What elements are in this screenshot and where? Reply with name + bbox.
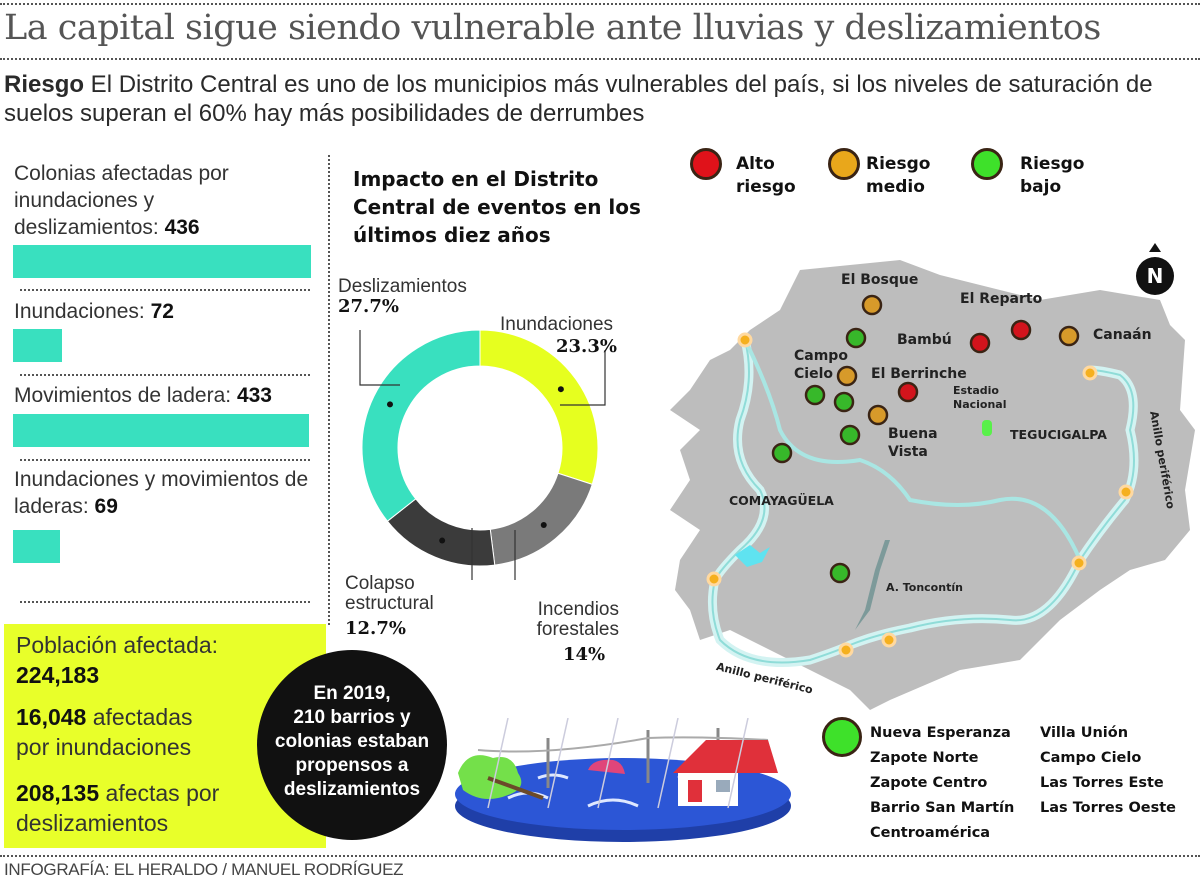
map-label-el-berrinche: El Berrinche bbox=[871, 366, 967, 382]
lead-paragraph: Riesgo El Distrito Central es uno de los… bbox=[4, 70, 1194, 128]
leader-line-inundaciones bbox=[560, 350, 606, 406]
city-area bbox=[670, 260, 1195, 710]
risk-marker-medio bbox=[836, 365, 858, 387]
leader-line-deslizamientos bbox=[359, 330, 400, 386]
legend-label-alto: Alto riesgo bbox=[736, 154, 796, 197]
risk-marker-bajo bbox=[839, 424, 861, 446]
slice-label-deslizamientos: Deslizamientos bbox=[338, 276, 467, 297]
legend-label-bajo: Riesgo bajo bbox=[1020, 154, 1085, 197]
risk-marker-medio bbox=[1058, 325, 1080, 347]
footer-rule bbox=[0, 855, 1200, 857]
ring-road-node bbox=[881, 632, 897, 648]
divider bbox=[20, 601, 310, 603]
credit-line: INFOGRAFÍA: EL HERALDO / MANUEL RODRÍGUE… bbox=[4, 860, 404, 879]
risk-marker-medio bbox=[861, 294, 883, 316]
divider bbox=[20, 289, 310, 291]
low-risk-list-col2: Villa Unión Campo Cielo Las Torres Este Las… bbox=[1040, 725, 1177, 816]
stat-label-inundaciones: Inundaciones: 72 bbox=[14, 300, 174, 323]
tree-trunk bbox=[487, 776, 544, 800]
chart-title: Impacto en el Distrito Central de evento… bbox=[353, 167, 641, 247]
population-total: 224,183 bbox=[16, 662, 100, 688]
donut-chart bbox=[359, 330, 606, 580]
power-cables bbox=[477, 736, 769, 753]
legend-dot-medio bbox=[828, 148, 860, 180]
column-divider bbox=[328, 155, 330, 625]
house bbox=[673, 740, 778, 806]
slice-incendios bbox=[489, 472, 593, 566]
map-label-el-bosque: El Bosque bbox=[841, 272, 919, 288]
ring-road-node bbox=[1082, 365, 1098, 381]
lead-text: El Distrito Central es uno de los munici… bbox=[4, 71, 1153, 127]
population-label: Población afectada: bbox=[16, 632, 219, 658]
slice-deslizamientos bbox=[361, 330, 481, 522]
flood-illustration bbox=[455, 718, 791, 842]
legend-dot-alto bbox=[690, 148, 722, 180]
stat-bar bbox=[13, 329, 62, 362]
reservoir bbox=[735, 545, 770, 567]
city-map bbox=[670, 260, 1195, 710]
ring-road-node bbox=[737, 332, 753, 348]
population-slides: 208,135 afectas por deslizamientos bbox=[16, 780, 220, 836]
risk-marker-bajo bbox=[771, 442, 793, 464]
callout-text: En 2019, 210 barrios y colonias estaban … bbox=[274, 683, 430, 800]
map-label-el-reparto: El Reparto bbox=[960, 291, 1043, 307]
risk-marker-bajo bbox=[845, 327, 867, 349]
ring-road-node bbox=[706, 571, 722, 587]
risk-marker-medio bbox=[867, 404, 889, 426]
map-label-tegucigalpa: TEGUCIGALPA bbox=[1010, 427, 1107, 442]
risk-marker-bajo bbox=[804, 384, 826, 406]
ring-road-node bbox=[1071, 555, 1087, 571]
population-floods: 16,048 afectadas por inundaciones bbox=[16, 704, 193, 760]
stat-bar bbox=[13, 414, 309, 447]
risk-marker-bajo bbox=[833, 391, 855, 413]
compass-north-icon: N bbox=[1136, 257, 1174, 295]
leader-dot bbox=[540, 522, 547, 529]
risk-marker-bajo bbox=[829, 562, 851, 584]
low-risk-list-dot bbox=[822, 717, 862, 757]
slice-value-inundaciones: 23.3% bbox=[556, 336, 617, 357]
map-label-bambu: Bambú bbox=[897, 332, 952, 348]
slice-value-incendios: 14% bbox=[563, 644, 606, 665]
slice-value-colapso: 12.7% bbox=[345, 618, 406, 639]
low-risk-list-col1: Nueva Esperanza Zapote Norte Zapote Centro… bbox=[870, 725, 1015, 841]
rain bbox=[487, 718, 749, 809]
slice-label-incendios: Incendios forestales bbox=[536, 599, 619, 640]
risk-marker-alto bbox=[969, 332, 991, 354]
map-label-comayaguela: COMAYAGÜELA bbox=[729, 493, 834, 508]
stat-label-movimientos: Movimientos de ladera: 433 bbox=[14, 384, 272, 407]
lead-kicker: Riesgo bbox=[4, 71, 85, 98]
north-arrow-icon bbox=[1149, 243, 1161, 252]
risk-marker-alto bbox=[897, 381, 919, 403]
ring-road-node bbox=[838, 642, 854, 658]
stat-bar bbox=[13, 530, 60, 563]
slice-value-deslizamientos: 27.7% bbox=[338, 296, 399, 317]
leader-dot bbox=[439, 537, 446, 544]
stat-label-inund-mov: Inundaciones y movimientos de laderas: 6… bbox=[14, 468, 309, 518]
map-label-canaan: Canaán bbox=[1093, 327, 1152, 343]
top-rule bbox=[0, 3, 1200, 5]
divider bbox=[20, 374, 310, 376]
legend-dot-bajo bbox=[971, 148, 1003, 180]
legend-label-medio: Riesgo medio bbox=[866, 154, 931, 197]
map-label-buena-vista: Buena Vista bbox=[888, 426, 938, 460]
leader-dot bbox=[386, 401, 393, 408]
map-label-campo-cielo: Campo Cielo bbox=[794, 348, 848, 382]
page-title: La capital sigue siendo vulnerable ante … bbox=[4, 8, 1101, 48]
divider bbox=[20, 459, 310, 461]
airport-runway bbox=[855, 540, 890, 630]
callout-circle bbox=[257, 650, 447, 840]
stat-label-colonias: Colonias afectadas por inundaciones y de… bbox=[14, 162, 229, 239]
slice-label-inundaciones: Inundaciones bbox=[500, 314, 614, 335]
ring-road-node bbox=[1118, 484, 1134, 500]
risk-marker-alto bbox=[1010, 319, 1032, 341]
map-label-toncontin: A. Toncontín bbox=[886, 581, 963, 594]
stat-bar bbox=[13, 245, 311, 278]
estadio-marker bbox=[982, 420, 992, 436]
river-secondary bbox=[743, 339, 1082, 561]
slice-label-colapso: Colapso estructural bbox=[345, 573, 434, 614]
title-rule bbox=[0, 58, 1200, 60]
map-label-estadio-nacional: Estadio Nacional bbox=[953, 384, 1007, 411]
leader-dot bbox=[557, 386, 564, 393]
